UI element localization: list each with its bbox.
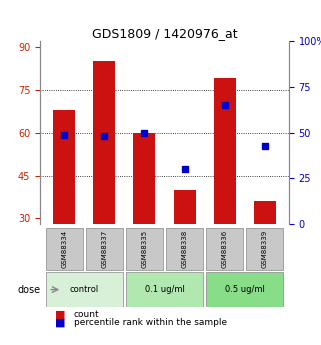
FancyBboxPatch shape (206, 272, 283, 307)
Text: count: count (74, 310, 100, 319)
Text: GSM88334: GSM88334 (61, 230, 67, 268)
Text: 0.1 ug/ml: 0.1 ug/ml (144, 285, 185, 294)
Text: ■: ■ (55, 310, 65, 320)
Text: 0.5 ug/ml: 0.5 ug/ml (225, 285, 265, 294)
FancyBboxPatch shape (166, 228, 203, 270)
Text: dose: dose (18, 285, 41, 295)
Text: GSM88338: GSM88338 (182, 230, 187, 268)
FancyBboxPatch shape (247, 228, 283, 270)
FancyBboxPatch shape (86, 228, 123, 270)
Text: GSM88337: GSM88337 (101, 230, 107, 268)
FancyBboxPatch shape (126, 228, 163, 270)
Text: percentile rank within the sample: percentile rank within the sample (74, 318, 227, 327)
Text: control: control (70, 285, 99, 294)
Text: GSM88335: GSM88335 (142, 230, 147, 268)
FancyBboxPatch shape (46, 272, 123, 307)
Bar (254, 201, 276, 224)
FancyBboxPatch shape (46, 228, 83, 270)
Text: ■: ■ (55, 318, 65, 327)
Bar (174, 190, 195, 224)
FancyBboxPatch shape (206, 228, 243, 270)
Bar (134, 133, 155, 224)
Bar (93, 61, 115, 224)
Text: GSM88336: GSM88336 (222, 230, 228, 268)
Title: GDS1809 / 1420976_at: GDS1809 / 1420976_at (92, 27, 237, 40)
Bar (53, 110, 75, 224)
FancyBboxPatch shape (126, 272, 203, 307)
Bar (214, 79, 236, 224)
Text: GSM88339: GSM88339 (262, 230, 268, 268)
